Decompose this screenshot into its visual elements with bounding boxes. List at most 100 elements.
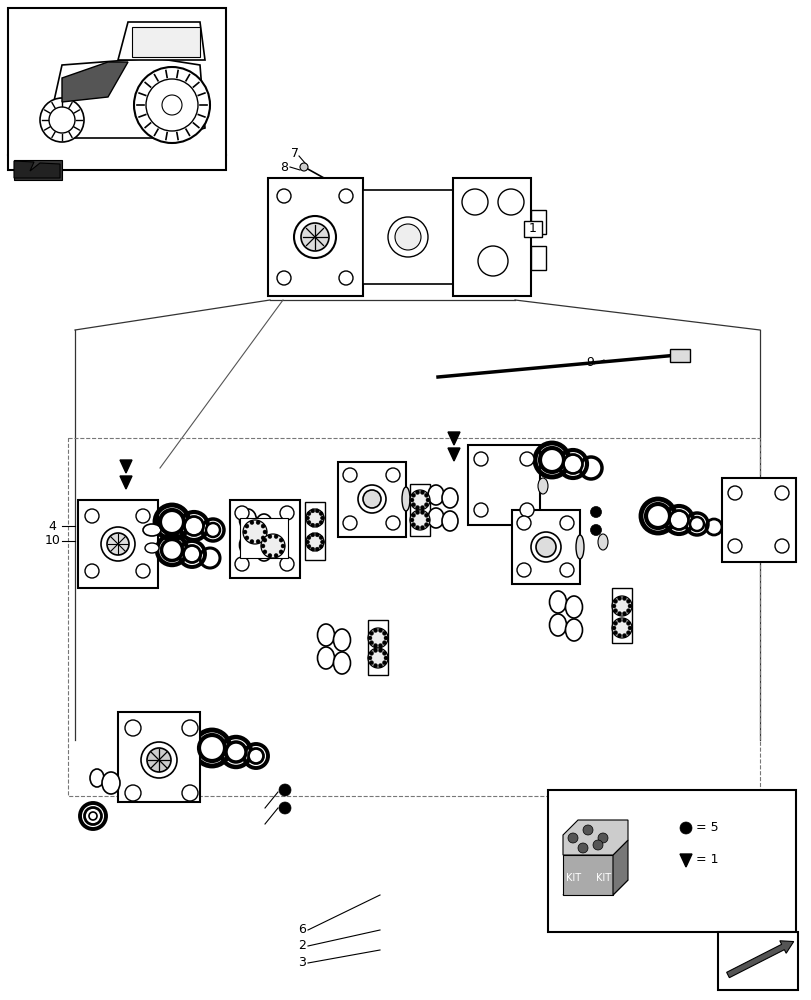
Ellipse shape	[689, 517, 703, 531]
Text: 6: 6	[298, 923, 306, 936]
Ellipse shape	[225, 742, 246, 762]
Bar	[453, 178, 530, 296]
Circle shape	[320, 540, 324, 544]
Circle shape	[373, 644, 377, 648]
Bar	[78, 500, 158, 588]
Circle shape	[415, 510, 419, 514]
Circle shape	[373, 648, 377, 652]
Ellipse shape	[358, 485, 385, 513]
Circle shape	[560, 516, 573, 530]
Circle shape	[319, 512, 323, 516]
Bar	[118, 712, 200, 802]
Ellipse shape	[317, 624, 334, 646]
Circle shape	[279, 550, 283, 554]
Circle shape	[234, 506, 249, 520]
Circle shape	[367, 628, 388, 648]
Ellipse shape	[90, 769, 104, 787]
Ellipse shape	[255, 514, 272, 536]
Ellipse shape	[549, 591, 566, 613]
Circle shape	[263, 530, 267, 534]
Circle shape	[617, 612, 620, 616]
Text: 8: 8	[280, 161, 288, 174]
Circle shape	[277, 189, 290, 203]
Circle shape	[415, 526, 419, 530]
Ellipse shape	[317, 647, 334, 669]
Polygon shape	[62, 62, 128, 102]
Circle shape	[242, 520, 267, 544]
Ellipse shape	[239, 534, 256, 556]
Circle shape	[774, 539, 788, 553]
Circle shape	[263, 550, 267, 554]
Circle shape	[85, 564, 99, 578]
Circle shape	[611, 618, 631, 638]
Circle shape	[497, 189, 523, 215]
Circle shape	[311, 523, 315, 527]
Circle shape	[560, 563, 573, 577]
Ellipse shape	[301, 223, 328, 251]
Circle shape	[519, 452, 534, 466]
Polygon shape	[448, 432, 460, 445]
Circle shape	[307, 544, 311, 548]
Circle shape	[311, 533, 315, 537]
Bar	[467, 445, 539, 525]
Bar	[240, 518, 288, 558]
Circle shape	[182, 785, 198, 801]
Circle shape	[135, 564, 150, 578]
Circle shape	[420, 490, 424, 494]
Circle shape	[280, 506, 294, 520]
Circle shape	[410, 518, 414, 522]
Ellipse shape	[333, 652, 350, 674]
Bar	[268, 178, 363, 296]
Circle shape	[263, 538, 267, 542]
Circle shape	[590, 524, 601, 536]
Circle shape	[382, 631, 386, 635]
Bar	[132, 27, 200, 57]
Ellipse shape	[89, 812, 97, 820]
Ellipse shape	[239, 509, 256, 531]
Circle shape	[338, 271, 353, 285]
Circle shape	[424, 493, 428, 497]
Circle shape	[373, 664, 377, 668]
Circle shape	[279, 538, 283, 542]
Circle shape	[385, 468, 400, 482]
Circle shape	[367, 636, 371, 640]
Circle shape	[373, 628, 377, 632]
Ellipse shape	[539, 448, 564, 472]
Ellipse shape	[669, 510, 688, 530]
Circle shape	[474, 452, 487, 466]
Text: KIT: KIT	[595, 873, 611, 883]
Circle shape	[369, 651, 373, 655]
Circle shape	[727, 539, 741, 553]
Circle shape	[245, 536, 249, 540]
Ellipse shape	[441, 511, 457, 531]
Circle shape	[367, 656, 371, 660]
Ellipse shape	[102, 772, 120, 794]
Circle shape	[125, 785, 141, 801]
Circle shape	[424, 513, 428, 517]
Circle shape	[245, 524, 249, 528]
Circle shape	[410, 498, 414, 502]
Circle shape	[426, 498, 430, 502]
Circle shape	[622, 618, 626, 622]
Circle shape	[134, 67, 210, 143]
Circle shape	[382, 651, 386, 655]
Circle shape	[420, 506, 424, 510]
Ellipse shape	[575, 535, 583, 559]
Circle shape	[626, 621, 629, 625]
Circle shape	[617, 634, 620, 638]
Polygon shape	[14, 161, 60, 178]
Polygon shape	[562, 855, 612, 895]
Ellipse shape	[84, 807, 101, 824]
Ellipse shape	[394, 224, 420, 250]
Circle shape	[420, 510, 424, 514]
Circle shape	[426, 518, 430, 522]
Text: 1: 1	[529, 223, 536, 235]
Circle shape	[613, 621, 617, 625]
FancyArrow shape	[726, 941, 792, 978]
Circle shape	[261, 536, 264, 540]
Circle shape	[338, 189, 353, 203]
Polygon shape	[120, 460, 132, 473]
Circle shape	[474, 503, 487, 517]
Circle shape	[234, 557, 249, 571]
Ellipse shape	[441, 488, 457, 508]
